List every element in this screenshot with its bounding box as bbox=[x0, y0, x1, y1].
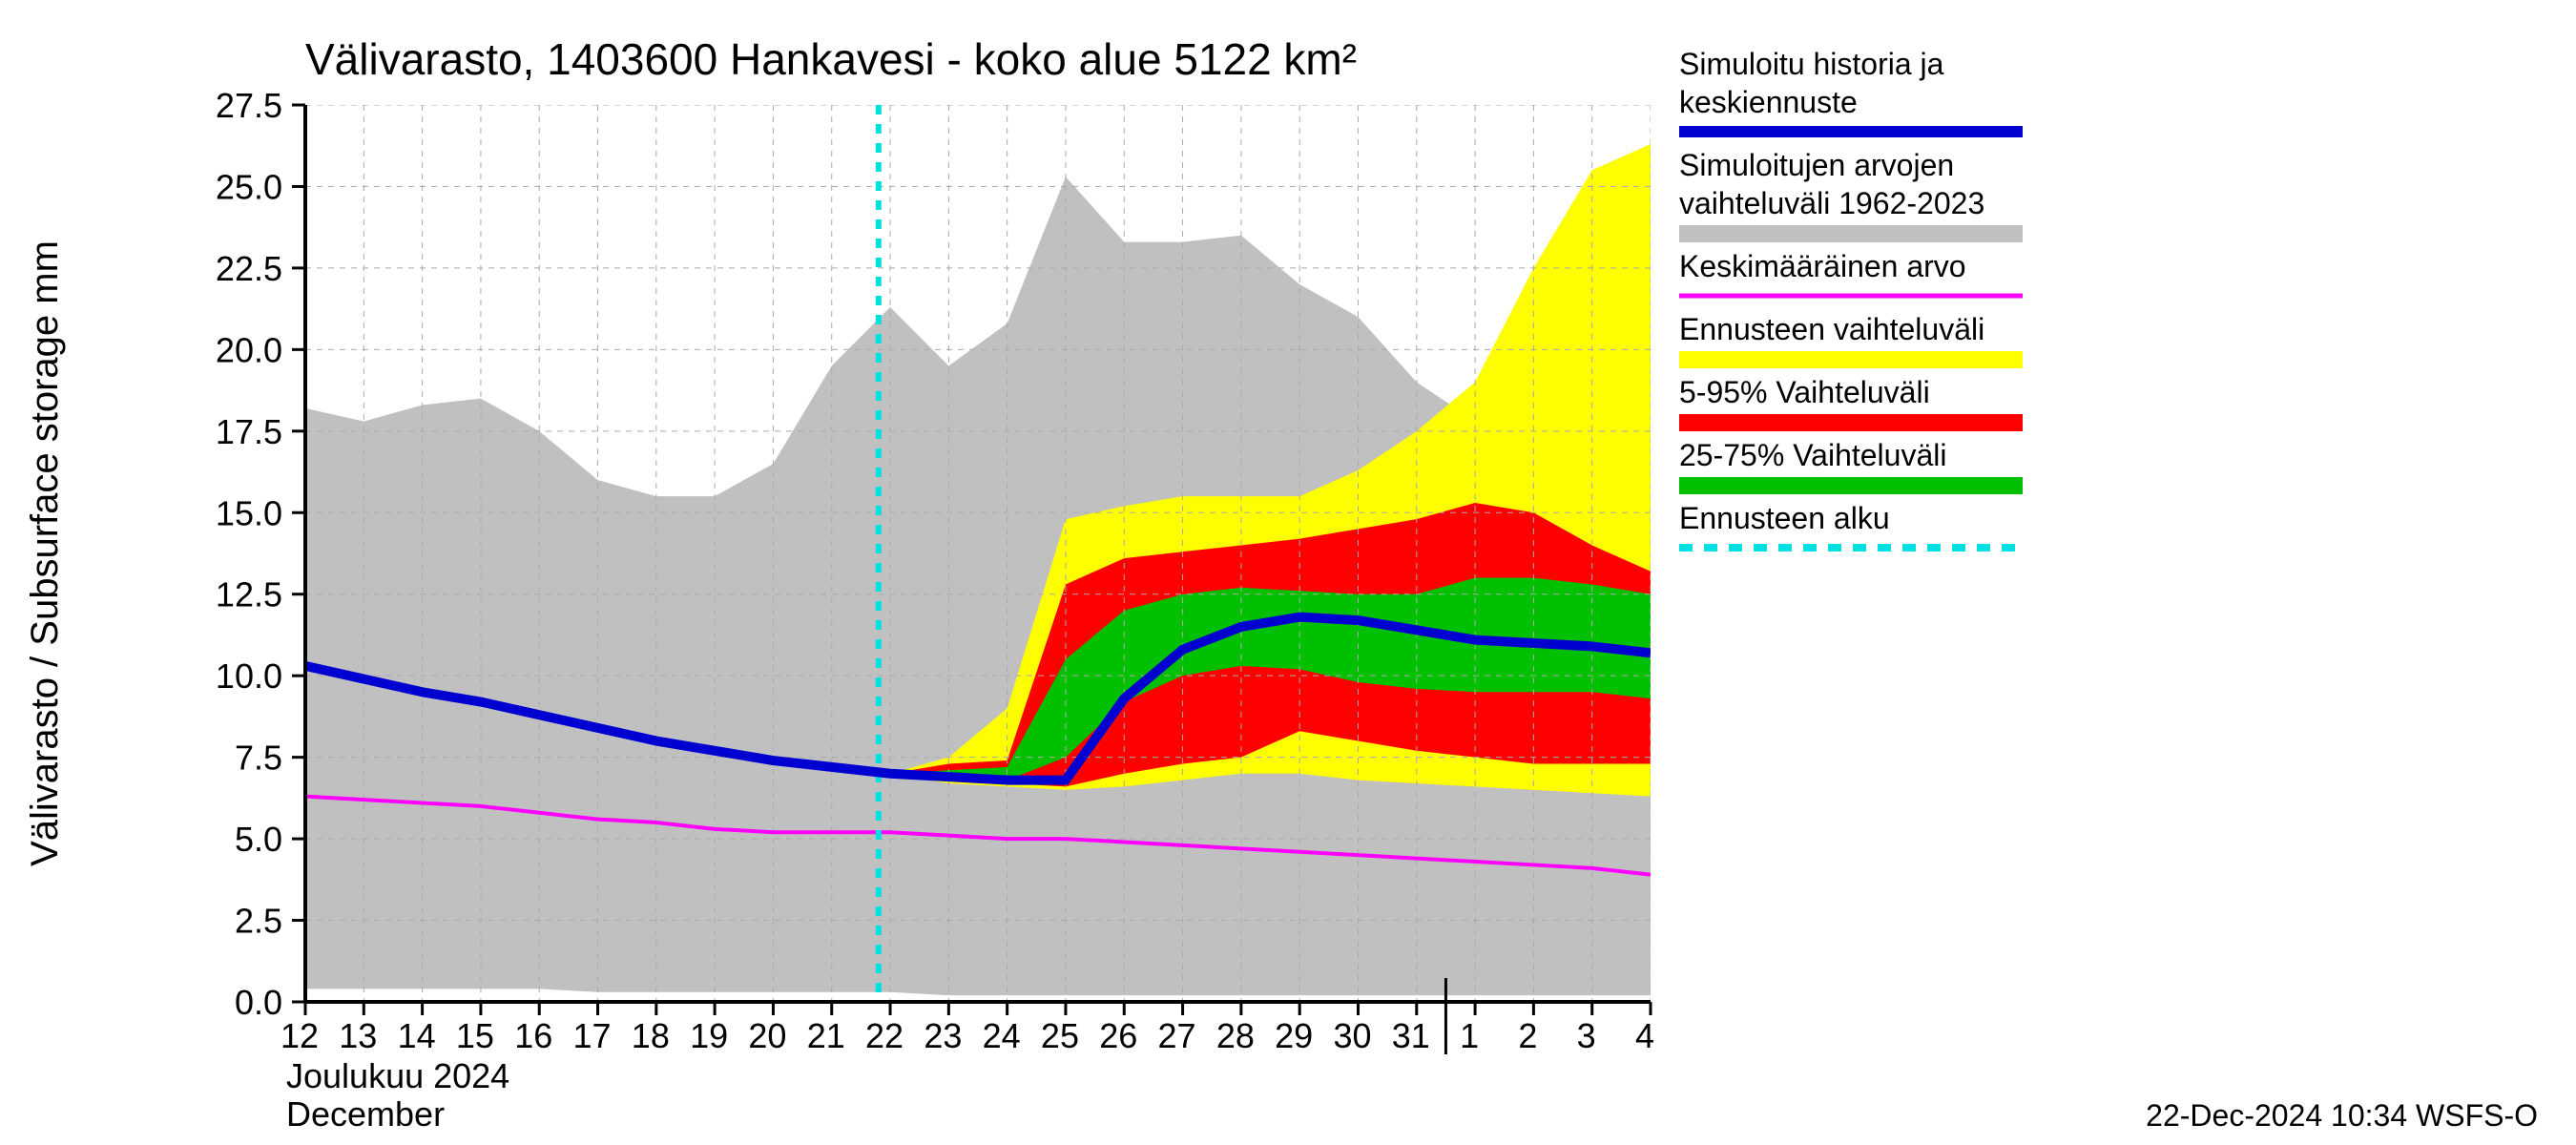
x-tick-label: 30 bbox=[1333, 1016, 1371, 1055]
legend-label: vaihteluväli 1962-2023 bbox=[1679, 186, 1984, 220]
x-tick-label: 21 bbox=[807, 1016, 845, 1055]
legend-label: 5-95% Vaihteluväli bbox=[1679, 375, 1930, 409]
legend-label: Ennusteen vaihteluväli bbox=[1679, 312, 1984, 346]
chart-svg: 0.0 2.5 5.0 7.5 10.0 12.5 15.0 17.5 20.0 22.5 25.0… bbox=[0, 0, 2576, 1145]
y-tick-label: 2.5 bbox=[235, 902, 282, 941]
x-tick-label: 1 bbox=[1460, 1016, 1479, 1055]
x-tick-label: 16 bbox=[514, 1016, 552, 1055]
legend-swatch bbox=[1679, 225, 2023, 242]
y-tick-label: 5.0 bbox=[235, 820, 282, 859]
legend-label: Simuloitujen arvojen bbox=[1679, 148, 1954, 182]
x-tick-label: 22 bbox=[865, 1016, 904, 1055]
y-tick-label: 12.5 bbox=[216, 575, 282, 614]
y-tick-label: 25.0 bbox=[216, 167, 282, 206]
x-tick-label: 24 bbox=[983, 1016, 1021, 1055]
month-label-2: December bbox=[286, 1094, 445, 1134]
legend-label: Ennusteen alku bbox=[1679, 501, 1890, 535]
x-tick-label: 20 bbox=[748, 1016, 786, 1055]
x-tick-label: 28 bbox=[1216, 1016, 1255, 1055]
y-tick-label: 7.5 bbox=[235, 739, 282, 778]
y-tick-label: 17.5 bbox=[216, 412, 282, 451]
x-tick-label: 2 bbox=[1518, 1016, 1537, 1055]
x-tick-label: 27 bbox=[1158, 1016, 1196, 1055]
x-tick-label: 31 bbox=[1392, 1016, 1430, 1055]
y-tick-label: 0.0 bbox=[235, 983, 282, 1022]
x-tick-label: 3 bbox=[1577, 1016, 1596, 1055]
x-tick-label: 26 bbox=[1099, 1016, 1137, 1055]
y-tick-label: 22.5 bbox=[216, 249, 282, 288]
month-label-1: Joulukuu 2024 bbox=[286, 1056, 509, 1095]
x-tick-label: 12 bbox=[280, 1016, 319, 1055]
chart-container: 0.0 2.5 5.0 7.5 10.0 12.5 15.0 17.5 20.0 22.5 25.0… bbox=[0, 0, 2576, 1145]
x-tick-label: 15 bbox=[456, 1016, 494, 1055]
x-tick-label: 13 bbox=[339, 1016, 377, 1055]
legend-swatch bbox=[1679, 351, 2023, 368]
y-axis-title: Välivarasto / Subsurface storage mm bbox=[24, 240, 66, 866]
legend-label: 25-75% Vaihteluväli bbox=[1679, 438, 1946, 472]
x-tick-label: 14 bbox=[398, 1016, 436, 1055]
x-tick-label: 23 bbox=[924, 1016, 962, 1055]
x-tick-label: 4 bbox=[1635, 1016, 1654, 1055]
legend-label: keskiennuste bbox=[1679, 85, 1858, 119]
legend-swatch bbox=[1679, 477, 2023, 494]
y-tick-label: 27.5 bbox=[216, 86, 282, 125]
y-tick-label: 20.0 bbox=[216, 330, 282, 369]
legend-label: Keskimääräinen arvo bbox=[1679, 249, 1966, 283]
x-tick-label: 29 bbox=[1275, 1016, 1313, 1055]
x-tick-label: 25 bbox=[1041, 1016, 1079, 1055]
y-tick-label: 15.0 bbox=[216, 493, 282, 532]
x-tick-label: 17 bbox=[572, 1016, 611, 1055]
x-tick-label: 19 bbox=[690, 1016, 728, 1055]
legend-swatch bbox=[1679, 414, 2023, 431]
y-tick-label: 10.0 bbox=[216, 656, 282, 696]
footer-timestamp: 22-Dec-2024 10:34 WSFS-O bbox=[2146, 1098, 2538, 1133]
x-tick-label: 18 bbox=[632, 1016, 670, 1055]
chart-title: Välivarasto, 1403600 Hankavesi - koko al… bbox=[305, 34, 1357, 84]
legend-label: Simuloitu historia ja bbox=[1679, 47, 1944, 81]
